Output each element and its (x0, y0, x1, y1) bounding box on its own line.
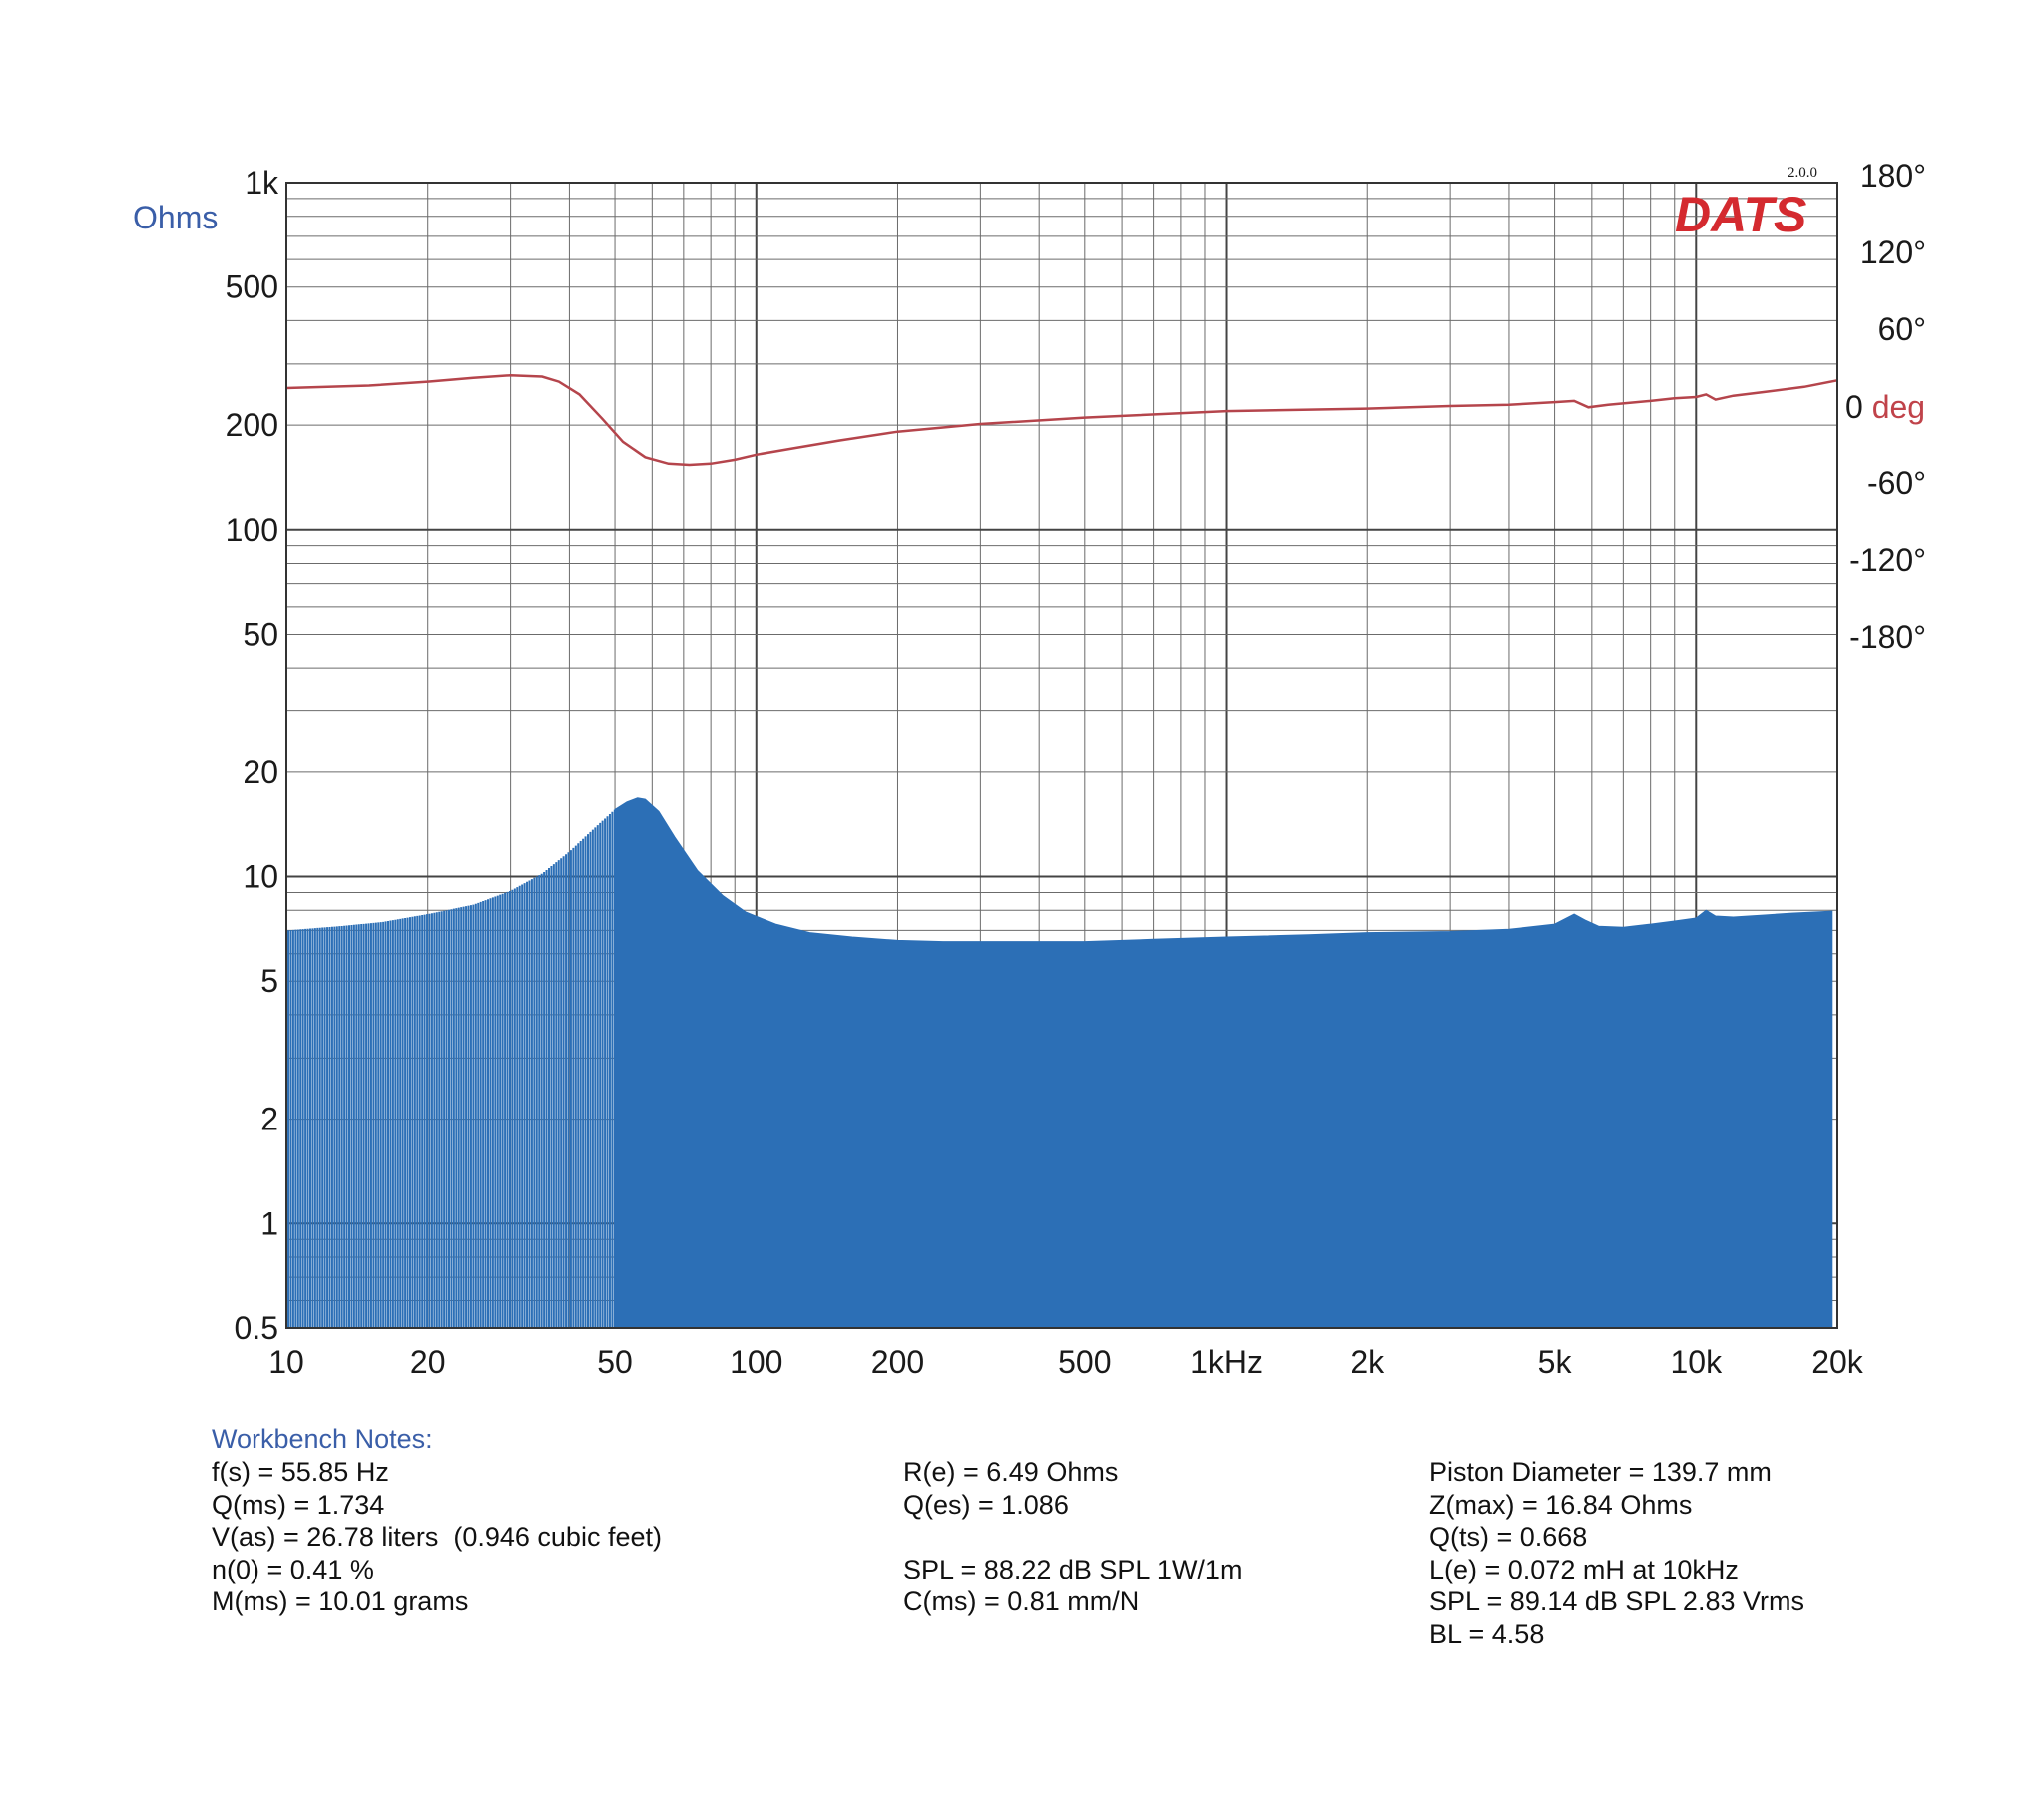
y-left-tick-label: 10 (243, 859, 278, 895)
notes-column-1: f(s) = 55.85 Hz Q(ms) = 1.734 V(as) = 26.7… (212, 1456, 662, 1618)
y-left-tick-label: 1k (245, 165, 279, 201)
note-line: Q(es) = 1.086 (903, 1489, 1069, 1520)
x-tick-label: 10k (1670, 1344, 1723, 1380)
impedance-area-layer (614, 797, 1833, 1329)
impedance-area (614, 797, 1833, 1329)
y-right-tick-label: 60° (1878, 311, 1926, 347)
x-tick-label: 2k (1350, 1344, 1385, 1380)
y-left-tick-label: 1 (260, 1205, 278, 1241)
x-tick-label: 50 (597, 1344, 633, 1380)
note-line: L(e) = 0.072 mH at 10kHz (1429, 1554, 1739, 1584)
y-right-tick-labels: 180° 120° 60° -60° -120° -180° (1849, 158, 1926, 655)
y-left-tick-label: 5 (260, 963, 278, 999)
notes-column-2: R(e) = 6.49 Ohms Q(es) = 1.086 SPL = 88.22… (903, 1456, 1242, 1618)
y-right-tick-label: -60° (1867, 465, 1926, 501)
y-left-tick-label: 200 (226, 407, 278, 443)
x-tick-label: 1kHz (1190, 1344, 1263, 1380)
y-left-tick-label: 50 (243, 616, 278, 652)
note-line: C(ms) = 0.81 mm/N (903, 1586, 1140, 1616)
x-tick-label: 200 (871, 1344, 924, 1380)
y-right-tick-label: 120° (1860, 234, 1926, 270)
y-left-tick-label: 0.5 (235, 1310, 278, 1346)
phase-line-layer (285, 373, 1838, 467)
x-tick-label: 10 (268, 1344, 304, 1380)
y-right-axis-label-deg: deg (1872, 389, 1925, 425)
x-tick-label: 20 (410, 1344, 446, 1380)
x-tick-label: 5k (1538, 1344, 1573, 1380)
x-tick-label: 500 (1058, 1344, 1111, 1380)
y-left-tick-label: 2 (260, 1102, 278, 1137)
note-line: Z(max) = 16.84 Ohms (1429, 1489, 1693, 1520)
y-left-tick-label: 100 (226, 512, 278, 548)
note-line: n(0) = 0.41 % (212, 1554, 374, 1584)
y-left-tick-labels: 1k 500 200 100 50 20 10 5 2 1 0.5 (226, 165, 279, 1346)
note-line: M(ms) = 10.01 grams (212, 1586, 469, 1616)
note-line: Piston Diameter = 139.7 mm (1429, 1457, 1772, 1487)
x-tick-label: 20k (1811, 1344, 1864, 1380)
note-line: SPL = 89.14 dB SPL 2.83 Vrms (1429, 1586, 1804, 1616)
y-right-axis-label-zero: 0 (1845, 389, 1863, 425)
y-left-axis-label: Ohms (133, 200, 218, 235)
notes-column-3: Piston Diameter = 139.7 mm Z(max) = 16.84… (1429, 1456, 1804, 1650)
y-right-tick-label: -180° (1849, 619, 1926, 655)
y-right-tick-label: -120° (1849, 542, 1926, 578)
x-tick-labels: 10 20 50 100 200 500 1kHz 2k 5k 10k 20k (268, 1344, 1864, 1380)
y-right-tick-label: 180° (1860, 158, 1926, 194)
note-line: V(as) = 26.78 liters (0.946 cubic feet) (212, 1522, 662, 1552)
y-right-axis-label: 0 deg (1845, 389, 1925, 425)
plot-frame (285, 182, 1838, 1329)
note-line: R(e) = 6.49 Ohms (903, 1457, 1119, 1487)
note-line: SPL = 88.22 dB SPL 1W/1m (903, 1554, 1243, 1584)
note-line: Q(ts) = 0.668 (1429, 1522, 1588, 1552)
note-line: BL = 4.58 (1429, 1618, 1545, 1649)
workbench-notes-title: Workbench Notes: (212, 1424, 433, 1454)
note-line: f(s) = 55.85 Hz (212, 1457, 389, 1487)
dats-logo: DATS (1675, 187, 1806, 242)
y-left-tick-label: 20 (243, 754, 278, 790)
software-version: 2.0.0 (1788, 165, 1817, 181)
y-left-tick-label: 500 (226, 269, 278, 305)
low-frequency-sample-lines (287, 809, 616, 1328)
x-tick-label: 100 (730, 1344, 782, 1380)
note-line (903, 1521, 1242, 1554)
note-line: Q(ms) = 1.734 (212, 1489, 385, 1520)
phase-line (285, 373, 1838, 467)
